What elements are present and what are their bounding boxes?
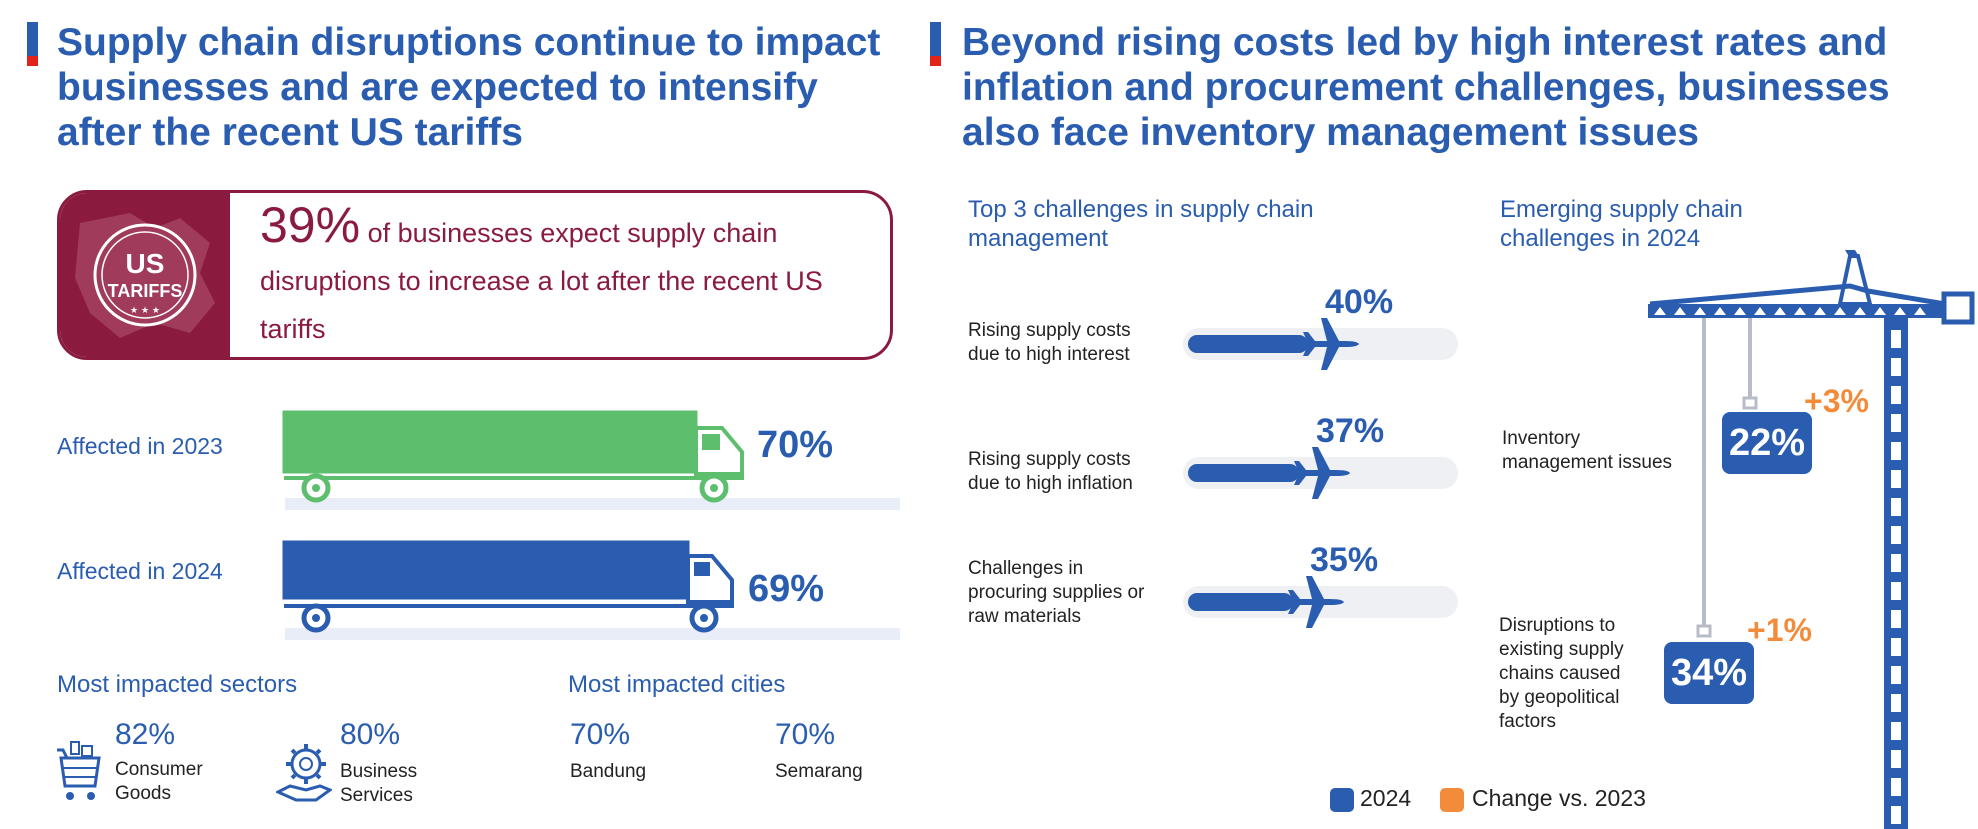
sector-2-label-2: Services bbox=[340, 785, 413, 806]
sector-2-value: 80% bbox=[340, 718, 401, 751]
affected-2023-value: 70% bbox=[757, 424, 834, 466]
left-title: Supply chain disruptions continue to imp… bbox=[57, 21, 881, 154]
emerging-2-value: 34% bbox=[1664, 642, 1754, 704]
emerging-heading-2: challenges in 2024 bbox=[1500, 225, 1701, 252]
emerging-1-value: 22% bbox=[1722, 412, 1812, 474]
city-2-value: 70% bbox=[775, 718, 836, 751]
affected-2024-baseline bbox=[285, 628, 900, 640]
tariff-statement: 39% of businesses expect supply chain di… bbox=[260, 200, 875, 353]
truck-2024-bar bbox=[282, 540, 690, 600]
emerging-2-change: +1% bbox=[1747, 612, 1812, 648]
challenge-label: Challenges in bbox=[968, 558, 1084, 579]
challenge-value: 40% bbox=[1325, 283, 1394, 321]
emerging-2-label-3: chains caused bbox=[1499, 663, 1621, 684]
badge-text-us: US bbox=[126, 248, 165, 279]
gear-hand-icon bbox=[276, 744, 332, 802]
challenge-bar bbox=[1188, 335, 1308, 353]
tariff-stat: 39% bbox=[260, 197, 361, 253]
challenge-label: Rising supply costs bbox=[968, 320, 1131, 341]
challenge-label: raw materials bbox=[968, 606, 1081, 627]
us-tariffs-badge: US TARIFFS ★ ★ ★ bbox=[60, 193, 230, 357]
challenge-bar bbox=[1188, 464, 1299, 482]
emerging-2-label-2: existing supply bbox=[1499, 639, 1624, 660]
affected-2023-baseline bbox=[285, 498, 900, 510]
city-2-label: Semarang bbox=[775, 761, 863, 782]
sector-1-value: 82% bbox=[115, 718, 176, 751]
cities-heading: Most impacted cities bbox=[568, 671, 786, 698]
legend-change-label: Change vs. 2023 bbox=[1472, 785, 1646, 811]
challenge-label: procuring supplies or bbox=[968, 582, 1145, 603]
shopping-cart-icon bbox=[57, 741, 101, 800]
city-1-label: Bandung bbox=[570, 761, 647, 782]
badge-text-tariffs: TARIFFS bbox=[108, 281, 183, 301]
crane-icon bbox=[1648, 250, 1975, 829]
affected-2023-label: Affected in 2023 bbox=[57, 433, 223, 459]
tariff-callout: US TARIFFS ★ ★ ★ 39% of businesses expec… bbox=[57, 190, 893, 360]
emerging-1-label-2: management issues bbox=[1502, 452, 1673, 473]
legend-2024-label: 2024 bbox=[1360, 785, 1412, 811]
challenges-heading-2: management bbox=[968, 225, 1109, 252]
emerging-1-change: +3% bbox=[1804, 383, 1869, 419]
challenge-label: due to high interest bbox=[968, 344, 1130, 365]
right-title: Beyond rising costs led by high interest… bbox=[962, 21, 1890, 154]
sector-2-label: Business bbox=[340, 761, 418, 782]
challenge-bar bbox=[1188, 593, 1293, 611]
challenge-value: 37% bbox=[1316, 412, 1385, 450]
emerging-2-label: Disruptions to bbox=[1499, 615, 1616, 636]
accent-flag-right bbox=[930, 22, 941, 66]
affected-2024-label: Affected in 2024 bbox=[57, 558, 223, 584]
emerging-heading: Emerging supply chain bbox=[1500, 196, 1743, 223]
tariff-text: of businesses expect supply chain disrup… bbox=[260, 218, 823, 344]
airplane-icon bbox=[1294, 447, 1350, 499]
airplane-icon bbox=[1303, 318, 1359, 370]
legend-2024-swatch bbox=[1330, 788, 1354, 812]
challenge-label: Rising supply costs bbox=[968, 449, 1131, 470]
svg-text:★ ★ ★: ★ ★ ★ bbox=[130, 306, 160, 316]
challenges-heading: Top 3 challenges in supply chain bbox=[968, 196, 1314, 223]
truck-2023-bar bbox=[282, 410, 698, 474]
sectors-heading: Most impacted sectors bbox=[57, 671, 298, 698]
accent-flag bbox=[27, 22, 38, 66]
affected-2024-value: 69% bbox=[748, 568, 825, 610]
emerging-2-label-4: by geopolitical bbox=[1499, 687, 1620, 708]
sector-1-label-2: Goods bbox=[115, 783, 171, 804]
city-1-value: 70% bbox=[570, 718, 631, 751]
truck-2024-icon bbox=[282, 540, 734, 633]
challenge-value: 35% bbox=[1310, 541, 1379, 579]
emerging-1-label: Inventory bbox=[1502, 428, 1581, 449]
truck-2023-icon bbox=[282, 410, 744, 503]
emerging-2-label-5: factors bbox=[1499, 711, 1557, 732]
legend-change-swatch bbox=[1440, 788, 1464, 812]
challenge-label: due to high inflation bbox=[968, 473, 1133, 494]
sector-1-label: Consumer bbox=[115, 759, 203, 780]
airplane-icon bbox=[1288, 576, 1344, 628]
